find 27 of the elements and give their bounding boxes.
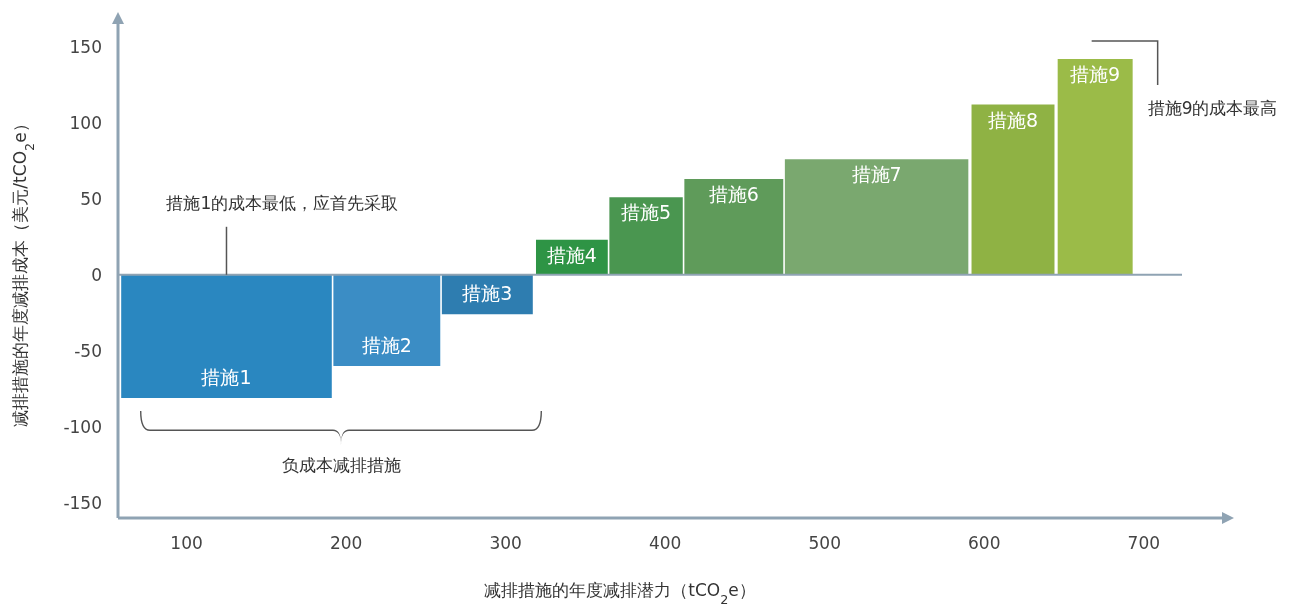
x-tick-label: 100 <box>170 533 203 553</box>
series-label: 措施3 <box>462 282 513 305</box>
series-label: 措施5 <box>621 201 672 224</box>
y-tick-label: -100 <box>63 416 102 437</box>
annotation: 负成本减排措施 <box>281 455 401 475</box>
x-tick-label: 400 <box>648 533 682 553</box>
series-label: 措施8 <box>987 108 1039 131</box>
series-label: 措施1 <box>201 365 252 388</box>
y-tick-label: 50 <box>80 188 102 209</box>
x-tick-label: 500 <box>808 533 841 553</box>
series-label: 措施7 <box>851 163 902 186</box>
x-tick-label: 300 <box>489 533 522 553</box>
series-label: 措施2 <box>361 334 412 356</box>
annotation: 措施9的成本最高 <box>1147 97 1278 118</box>
x-tick-label: 200 <box>329 533 363 553</box>
y-tick-label: 0 <box>91 264 102 285</box>
y-tick-label: 150 <box>69 36 102 57</box>
y-tick-label: -150 <box>63 492 102 513</box>
y-tick-label: 100 <box>69 112 102 133</box>
annotation: 措施1的成本最低，应首先采取 <box>166 192 399 213</box>
series-label: 措施4 <box>546 243 597 266</box>
x-tick-label: 700 <box>1127 533 1161 553</box>
y-tick-label: -50 <box>74 340 102 361</box>
x-tick-label: 600 <box>968 533 1001 553</box>
series-label: 措施6 <box>708 183 759 206</box>
series-label: 措施9 <box>1070 62 1121 85</box>
x-axis-title: 减排措施的年度减排潜力（tCO$_{2}$e） <box>484 580 756 607</box>
